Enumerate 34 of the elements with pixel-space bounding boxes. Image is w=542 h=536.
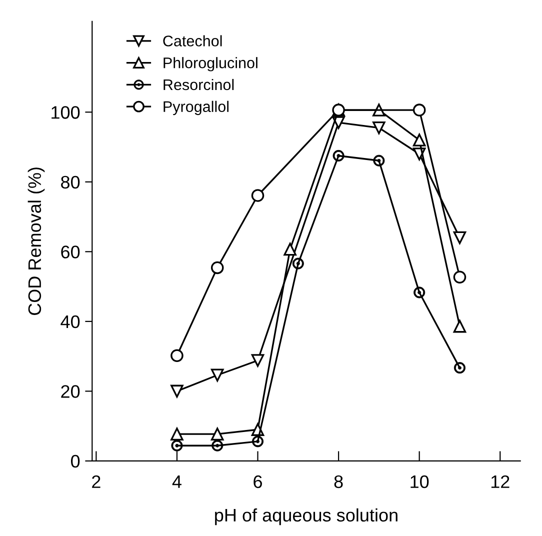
point xyxy=(170,384,184,398)
x-tick-label: 2 xyxy=(92,475,100,488)
point xyxy=(251,189,264,202)
x-tick-label: 10 xyxy=(410,475,429,488)
point xyxy=(453,231,466,244)
y-tick-label: 40 xyxy=(60,315,80,328)
x-tick-label: 6 xyxy=(254,475,262,488)
point xyxy=(210,428,224,440)
point xyxy=(453,270,466,284)
legend-label: Pyrogallol xyxy=(164,100,229,116)
y-tick-label: 100 xyxy=(52,106,80,119)
x-axis-title: pH of aqueous solution xyxy=(215,508,398,526)
legend-label: Catechol xyxy=(163,35,222,46)
point xyxy=(170,428,184,440)
point xyxy=(453,320,466,333)
y-tick-label: 60 xyxy=(61,246,80,258)
point xyxy=(332,104,345,116)
x-tick-label: 12 xyxy=(491,475,510,488)
legend-label: Phloroglucinol xyxy=(164,57,258,72)
y-tick-label: 80 xyxy=(61,176,80,189)
y-tick-label: 20 xyxy=(61,385,80,398)
point xyxy=(372,121,386,134)
point xyxy=(210,261,224,274)
point xyxy=(284,242,296,256)
legend-label: Resorcinol xyxy=(164,78,234,90)
point xyxy=(170,349,184,362)
y-tick-label: 0 xyxy=(71,454,80,468)
point xyxy=(412,134,426,146)
point xyxy=(210,368,224,382)
x-tick-label: 4 xyxy=(172,476,182,488)
point xyxy=(412,104,426,116)
y-axis-title: COD Removal (%) xyxy=(28,168,45,316)
point xyxy=(251,354,264,367)
x-tick-label: 8 xyxy=(334,475,343,488)
